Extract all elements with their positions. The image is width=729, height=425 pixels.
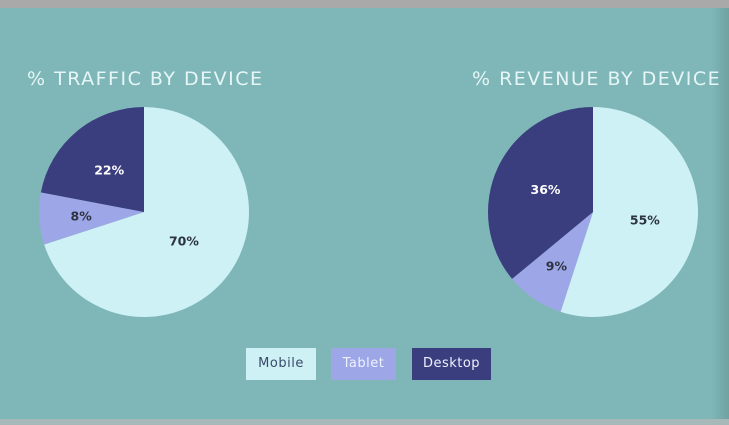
revenue-label-desktop: 36% xyxy=(531,182,561,197)
traffic-chart-title: % TRAFFIC BY DEVICE xyxy=(27,68,264,90)
legend-item-mobile: Mobile xyxy=(246,348,316,380)
revenue-slice-mobile xyxy=(560,107,699,317)
revenue-slice-desktop xyxy=(488,107,593,279)
traffic-slice-tablet xyxy=(38,192,144,245)
traffic-label-mobile: 70% xyxy=(169,234,199,249)
revenue-slice-tablet xyxy=(512,212,593,312)
window-bottom-bar xyxy=(0,419,729,425)
traffic-slice-mobile xyxy=(44,107,249,317)
traffic-label-desktop: 22% xyxy=(94,162,124,177)
traffic-label-tablet: 8% xyxy=(71,208,93,223)
revenue-chart-title: % REVENUE BY DEVICE xyxy=(472,68,722,90)
window-top-bar xyxy=(0,0,729,8)
legend-item-desktop: Desktop xyxy=(412,348,491,380)
right-edge-shadow xyxy=(711,8,729,419)
legend: Mobile Tablet Desktop xyxy=(0,348,729,380)
traffic-slice-desktop xyxy=(40,107,144,212)
revenue-label-mobile: 55% xyxy=(630,213,660,228)
legend-item-tablet: Tablet xyxy=(331,348,396,380)
revenue-label-tablet: 9% xyxy=(546,258,568,273)
